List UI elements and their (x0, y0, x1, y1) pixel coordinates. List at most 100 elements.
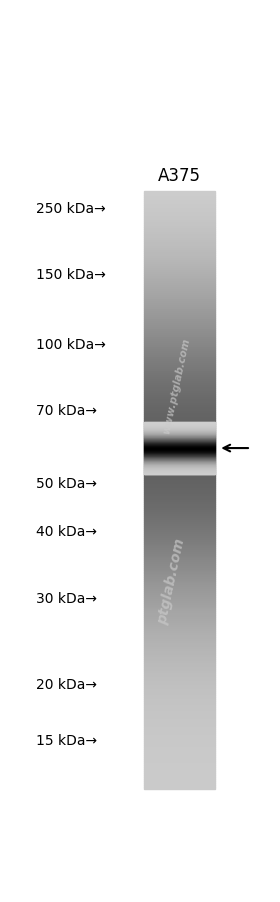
Bar (143, 613, 215, 616)
Bar (143, 595, 215, 598)
Bar (143, 713, 215, 715)
Bar (143, 781, 215, 783)
Bar (143, 333, 215, 335)
Bar (143, 623, 215, 626)
Bar (143, 590, 215, 592)
Bar (143, 729, 215, 732)
Bar (143, 705, 215, 707)
Bar (143, 480, 215, 483)
Text: 30 kDa→: 30 kDa→ (36, 591, 97, 605)
Bar (143, 359, 215, 361)
Bar (143, 239, 215, 242)
Bar (143, 631, 215, 633)
Bar (143, 779, 215, 781)
Bar (143, 417, 215, 419)
Bar (143, 574, 215, 575)
Bar (143, 432, 215, 435)
Bar (143, 526, 215, 528)
Bar (143, 580, 215, 582)
Bar (143, 453, 215, 455)
Bar (143, 335, 215, 337)
Bar (143, 402, 215, 405)
Bar (143, 458, 215, 460)
Bar (143, 564, 215, 566)
Bar (143, 767, 215, 769)
Bar (143, 285, 215, 287)
Bar (143, 757, 215, 759)
Bar (143, 327, 215, 329)
Bar (143, 367, 215, 369)
Bar (143, 761, 215, 763)
Bar (143, 516, 215, 518)
Text: A375: A375 (158, 167, 201, 185)
Bar (143, 536, 215, 538)
Bar (143, 216, 215, 217)
Bar (143, 588, 215, 590)
Bar (143, 353, 215, 354)
Text: 40 kDa→: 40 kDa→ (36, 525, 97, 538)
Bar (143, 478, 215, 480)
Bar (143, 636, 215, 638)
Bar (143, 456, 215, 458)
Bar (143, 234, 215, 235)
Bar (143, 546, 215, 548)
Bar (143, 244, 215, 245)
Bar (143, 712, 215, 713)
Bar (143, 592, 215, 594)
Bar (143, 661, 215, 664)
Bar (143, 419, 215, 420)
Bar (143, 232, 215, 234)
Bar (143, 643, 215, 646)
Bar (143, 252, 215, 253)
Bar (143, 656, 215, 658)
Bar (143, 755, 215, 757)
Bar (143, 275, 215, 277)
Bar (143, 603, 215, 606)
Bar (143, 783, 215, 785)
Bar (143, 735, 215, 737)
Bar (143, 687, 215, 689)
Bar (143, 777, 215, 779)
Bar (143, 679, 215, 681)
Bar (143, 382, 215, 385)
Bar (143, 697, 215, 699)
Bar (143, 727, 215, 729)
Bar (143, 307, 215, 309)
Bar (143, 554, 215, 556)
Bar (143, 494, 215, 496)
Bar (143, 671, 215, 674)
Bar (143, 319, 215, 321)
Bar (143, 722, 215, 723)
Bar (143, 723, 215, 725)
Bar (143, 540, 215, 542)
Bar (143, 492, 215, 494)
Bar (143, 572, 215, 574)
Bar (143, 651, 215, 654)
Bar (143, 504, 215, 506)
Bar (143, 265, 215, 267)
Bar (143, 741, 215, 743)
Bar (143, 578, 215, 580)
Bar (143, 669, 215, 671)
Bar (143, 204, 215, 206)
Bar (143, 550, 215, 552)
Bar (143, 514, 215, 516)
Bar (143, 363, 215, 364)
Bar (143, 785, 215, 787)
Bar (143, 309, 215, 311)
Bar (143, 677, 215, 679)
Bar (143, 209, 215, 211)
Bar (143, 460, 215, 463)
Bar (143, 283, 215, 285)
Bar (143, 659, 215, 661)
Bar (143, 245, 215, 247)
Bar (143, 281, 215, 283)
Bar (143, 626, 215, 628)
Bar (143, 339, 215, 341)
Bar (143, 694, 215, 695)
Bar (143, 483, 215, 484)
Bar (143, 681, 215, 684)
Bar (143, 273, 215, 275)
Bar (143, 287, 215, 290)
Bar (143, 415, 215, 417)
